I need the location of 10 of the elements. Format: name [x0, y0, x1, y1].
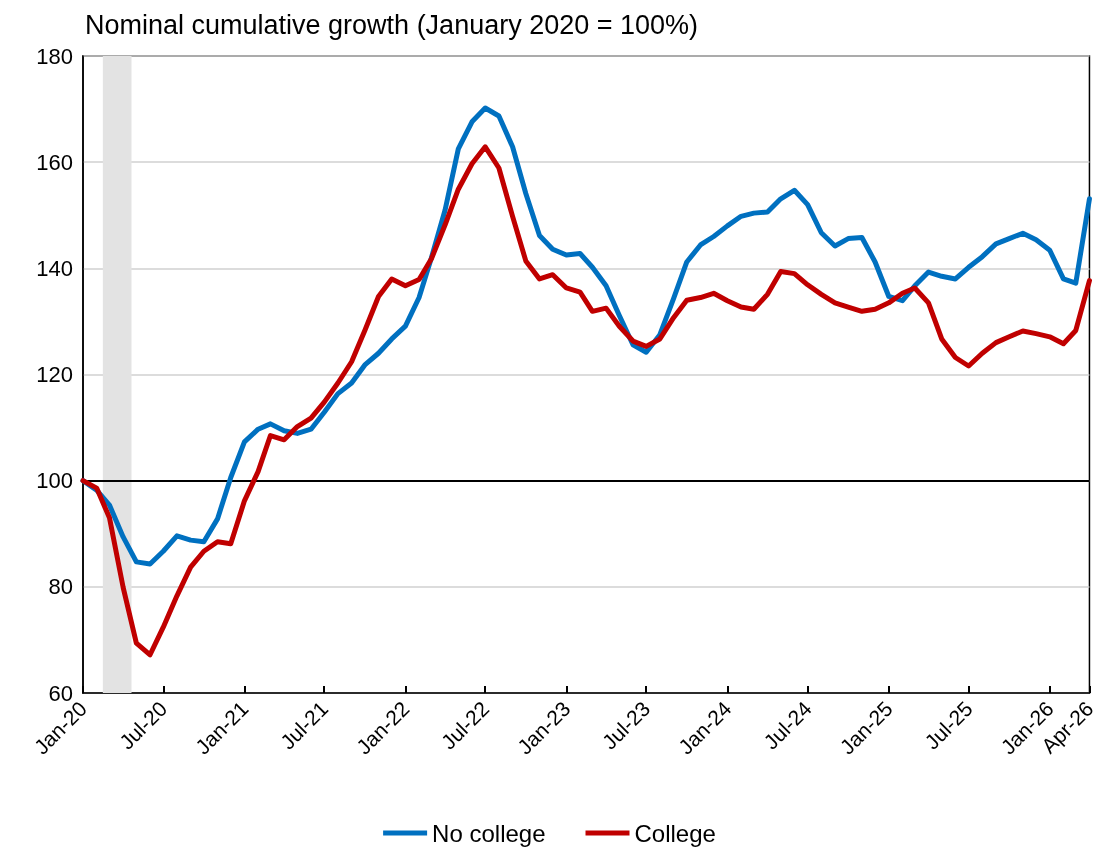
- legend-label: College: [634, 819, 716, 847]
- legend-label: No college: [432, 819, 546, 847]
- y-tick-label: 160: [36, 149, 73, 175]
- y-tick-label: 120: [36, 362, 73, 387]
- y-tick-label: 60: [48, 680, 73, 706]
- y-tick-label: 80: [48, 574, 73, 600]
- chart-title: Nominal cumulative growth (January 2020 = 100%): [85, 9, 699, 40]
- y-tick-label: 100: [36, 468, 73, 494]
- y-tick-label: 140: [36, 255, 73, 281]
- y-tick-label: 180: [36, 43, 73, 69]
